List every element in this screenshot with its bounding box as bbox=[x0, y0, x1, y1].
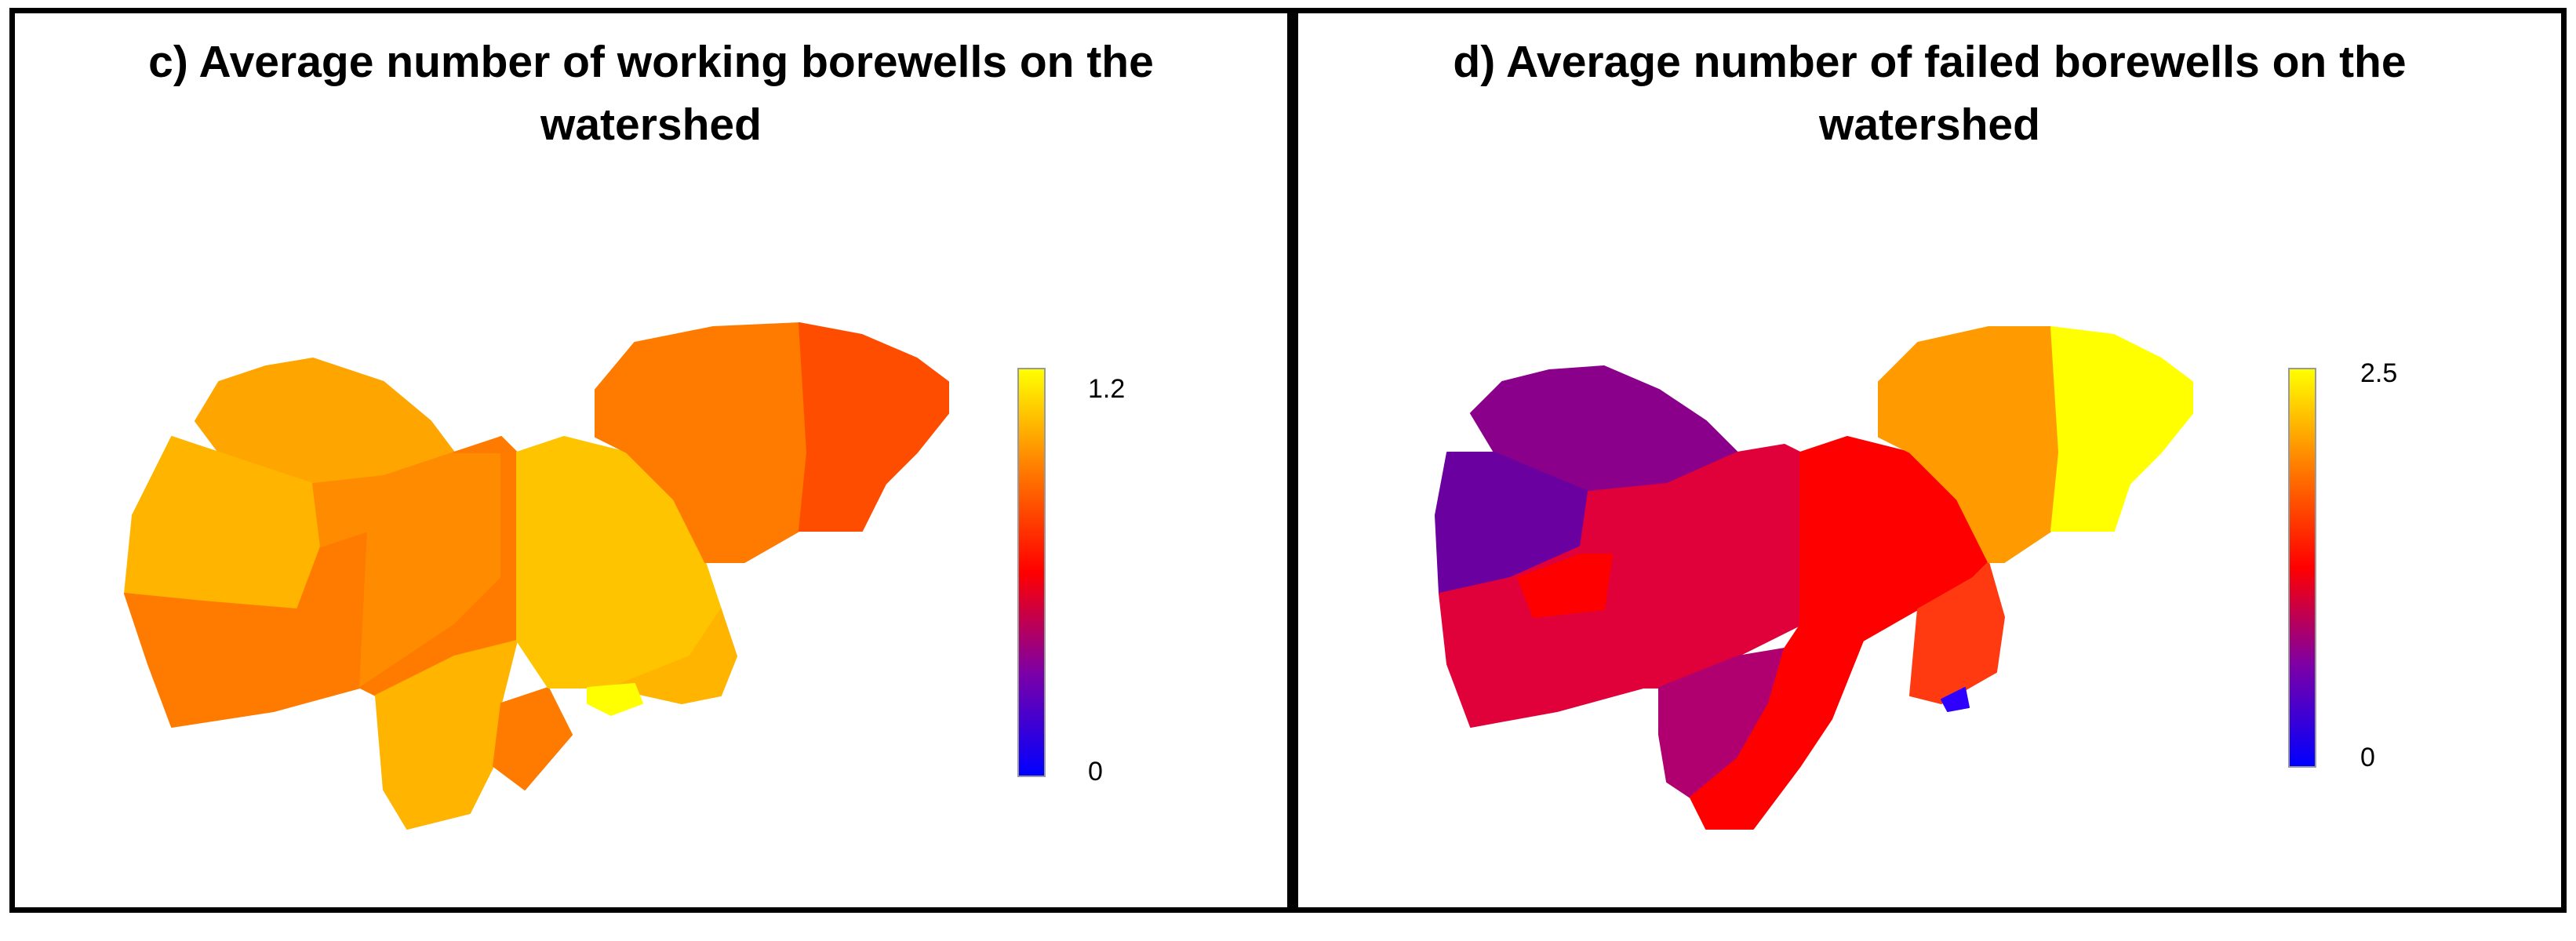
legend-max-label-failed: 2.5 bbox=[2360, 358, 2398, 388]
map-region-d-blue-spot bbox=[1941, 687, 1970, 712]
map-region-c-yellow-spot bbox=[587, 683, 643, 716]
map-region-d-east-lower bbox=[1909, 561, 2005, 704]
panel-c-title-line2: watershed bbox=[540, 100, 762, 150]
map-region-c-east-north bbox=[595, 322, 808, 563]
map-region-c-east-far bbox=[799, 322, 949, 532]
legend-max-label-working: 1.2 bbox=[1088, 374, 1126, 404]
panel-failed-borewells: d) Average number of failed borewells on… bbox=[1293, 8, 2567, 913]
legend-min-label-working: 0 bbox=[1088, 757, 1103, 787]
panel-working-borewells: c) Average number of working borewells o… bbox=[9, 8, 1293, 913]
map-region-c-south-east-small bbox=[493, 687, 573, 790]
map-region-d-red-strip bbox=[1517, 554, 1613, 618]
watershed-map-failed bbox=[1435, 326, 2193, 830]
map-region-d-east-far bbox=[2050, 326, 2193, 532]
color-scale-bar-working bbox=[1017, 368, 1046, 777]
watershed-map-working bbox=[124, 322, 949, 830]
panel-c-title: c) Average number of working borewells o… bbox=[15, 31, 1287, 156]
color-scale-bar-failed bbox=[2288, 368, 2316, 768]
panel-d-title-line1: d) Average number of failed borewells on… bbox=[1453, 37, 2407, 87]
map-region-d-east-north bbox=[1878, 326, 2060, 563]
legend-min-label-failed: 0 bbox=[2360, 743, 2375, 772]
panel-d-title-line2: watershed bbox=[1819, 100, 2040, 150]
panel-d-title: d) Average number of failed borewells on… bbox=[1298, 31, 2561, 156]
map-region-c-east-lower bbox=[610, 609, 737, 704]
panel-c-title-line1: c) Average number of working borewells o… bbox=[148, 37, 1154, 87]
